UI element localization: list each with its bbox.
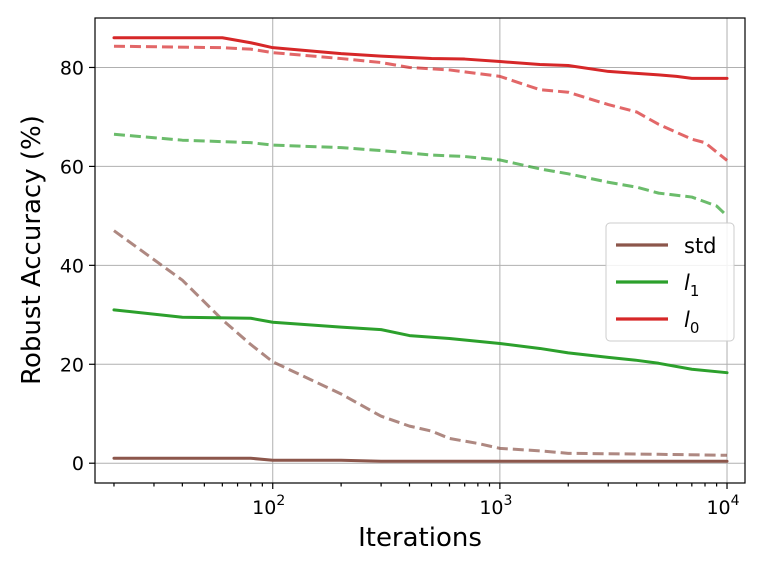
series-line-std-dashed: [113, 229, 728, 457]
series-line-l0-dashed: [113, 44, 728, 162]
x-tick-label: 102: [252, 493, 285, 519]
y-tick-label: 0: [72, 453, 84, 475]
series-line-l0-solid: [112, 36, 729, 80]
legend-label: l1: [684, 271, 699, 300]
x-axis-label: Iterations: [358, 523, 482, 553]
x-tick-exponent: 3: [504, 493, 513, 509]
legend-label-subscript: 1: [690, 282, 700, 300]
x-tick-base: 10: [706, 497, 730, 519]
legend-label-text: l: [684, 308, 690, 332]
x-tick-base: 10: [252, 497, 276, 519]
plot-frame: [94, 17, 746, 484]
plot-series: [112, 36, 729, 463]
legend-box: [605, 222, 735, 342]
series-line-std-solid: [112, 456, 729, 463]
y-tick-label: 20: [60, 354, 84, 376]
x-tick-label: 103: [479, 493, 512, 519]
legend-label-subscript: 0: [690, 319, 700, 337]
y-axis-label: Robust Accuracy (%): [17, 115, 47, 385]
y-tick-label: 40: [60, 255, 84, 277]
legend-label-text: l: [684, 271, 690, 295]
legend-label: l0: [684, 308, 699, 337]
y-tick-label: 80: [60, 57, 84, 79]
x-tick-exponent: 4: [731, 493, 740, 509]
x-tick-label: 104: [706, 493, 739, 519]
legend-label: std: [684, 234, 717, 258]
legend-label-text: std: [684, 234, 717, 258]
y-tick-label: 60: [60, 156, 84, 178]
series-line-l1-dashed: [113, 132, 729, 217]
x-tick-base: 10: [479, 497, 503, 519]
series-line-l1-solid: [112, 308, 729, 375]
x-tick-exponent: 2: [276, 493, 285, 509]
